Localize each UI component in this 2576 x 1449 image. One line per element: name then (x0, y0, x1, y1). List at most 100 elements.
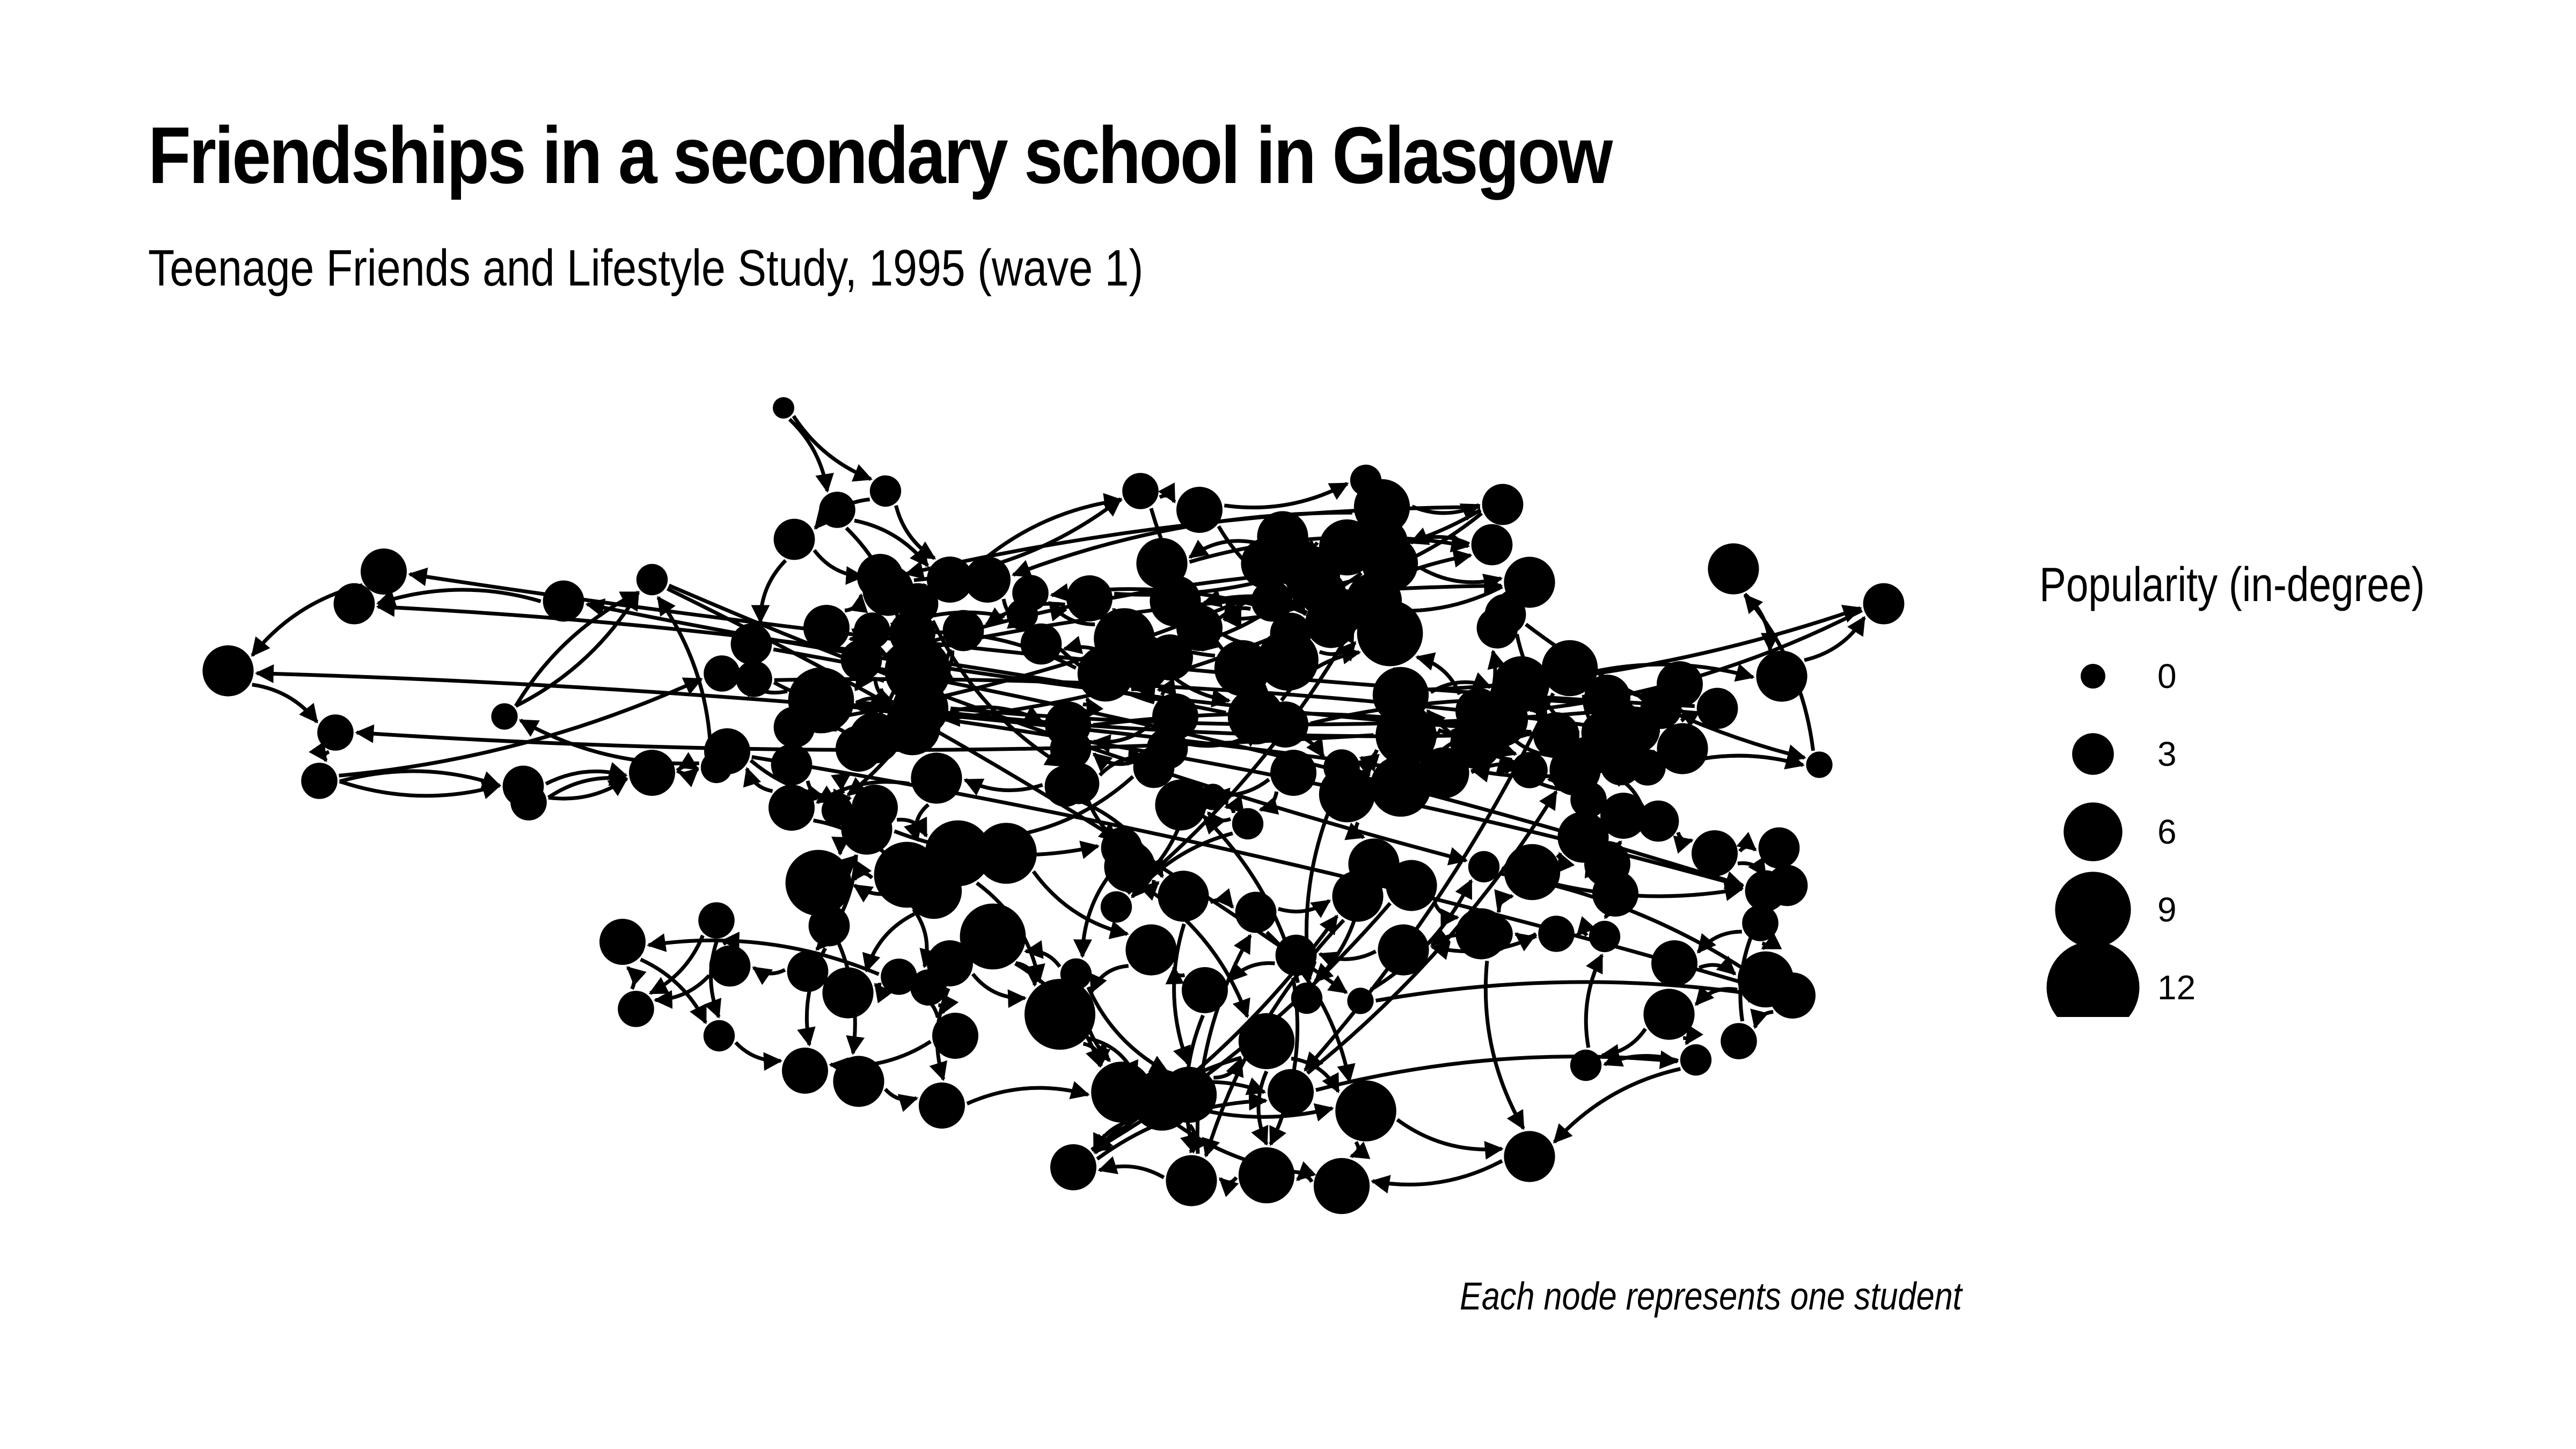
student-node (1504, 1131, 1555, 1182)
friendship-edge (853, 860, 874, 881)
friendship-edge (1682, 1024, 1704, 1045)
student-node (698, 902, 735, 939)
legend-label: 12 (2157, 968, 2196, 1007)
student-node (771, 744, 813, 786)
student-node (1386, 860, 1437, 911)
student-node (769, 785, 815, 831)
friendship-edge (1553, 1067, 1681, 1144)
chart-title: Friendships in a secondary school in Gla… (148, 110, 1613, 200)
friendship-edge (1409, 528, 1470, 546)
student-node (1050, 1144, 1096, 1190)
student-node (1275, 934, 1317, 976)
friendship-edge (1750, 1008, 1774, 1029)
student-node (1504, 557, 1555, 608)
friendship-edge (309, 741, 330, 763)
student-node (1680, 1044, 1712, 1076)
student-node (942, 610, 984, 652)
friendship-edge (1319, 641, 1357, 662)
friendship-edge (704, 940, 722, 1019)
friendship-edge (1082, 697, 1104, 718)
friendship-edge (1218, 1176, 1239, 1197)
student-node (841, 803, 892, 855)
student-node (1600, 744, 1642, 786)
student-node (897, 583, 939, 625)
friendship-edge (676, 752, 699, 772)
student-node (1471, 524, 1513, 566)
student-node (773, 518, 815, 560)
student-node (543, 580, 584, 622)
friendship-edge (518, 719, 699, 766)
student-node (1468, 851, 1500, 883)
friendship-edge (743, 766, 773, 793)
student-node (1476, 916, 1513, 952)
student-node (1657, 723, 1708, 774)
student-node (1758, 827, 1800, 869)
friendship-edge (1349, 1140, 1371, 1159)
friendship-edge (1206, 811, 1232, 832)
student-node (1348, 838, 1400, 890)
student-node (1094, 608, 1155, 669)
friendship-edge (1359, 749, 1380, 772)
student-node (629, 750, 675, 796)
student-node (787, 950, 829, 992)
student-node (785, 850, 852, 916)
friendship-edge (904, 803, 930, 842)
student-node (1696, 687, 1738, 729)
student-node (1100, 891, 1132, 923)
friendship-edge (648, 934, 705, 995)
student-node (1482, 484, 1524, 525)
student-node (1268, 1069, 1314, 1115)
student-node (1305, 597, 1357, 648)
friendship-edge (734, 1041, 783, 1071)
student-node (1122, 473, 1159, 509)
friendship-edge (844, 593, 868, 613)
friendship-edge (1306, 790, 1558, 1075)
student-node (1538, 916, 1575, 952)
student-node (730, 623, 772, 665)
friendship-edge (1251, 1070, 1269, 1146)
student-node (976, 823, 1037, 884)
friendship-edge (656, 596, 713, 751)
legend-label: 0 (2157, 657, 2177, 696)
legend-label: 9 (2157, 890, 2177, 929)
friendship-edge (1418, 566, 1503, 592)
friendship-edge (1158, 482, 1176, 504)
legend-swatch (2046, 941, 2140, 1017)
student-node (964, 557, 1011, 603)
student-node (1050, 728, 1092, 770)
friendship-edge (653, 974, 711, 1009)
legend-title: Popularity (in-degree) (2039, 558, 2425, 612)
friendship-edge (1188, 539, 1256, 559)
student-node (317, 714, 354, 751)
student-node (932, 1013, 978, 1059)
network-nodes (202, 397, 1905, 1214)
student-node (1504, 844, 1561, 901)
student-node (1058, 763, 1100, 804)
student-node (491, 703, 518, 730)
friendship-edge (1375, 980, 1768, 1003)
friendship-edge (815, 581, 1284, 727)
legend-swatch (2081, 664, 2105, 689)
student-node (1136, 538, 1188, 589)
friendship-edge (1804, 616, 1866, 662)
student-node (773, 397, 794, 419)
friendship-edge (1287, 595, 1308, 616)
student-node (1214, 640, 1271, 697)
friendship-edge (1048, 601, 1095, 626)
legend-swatches: 0 3 6 9 12 (2046, 657, 2196, 1017)
student-node (1238, 1147, 1295, 1204)
student-node (618, 991, 654, 1027)
student-node (1319, 519, 1375, 576)
student-node (1257, 511, 1308, 562)
friendship-edge (1086, 986, 1169, 1074)
student-node (1769, 972, 1816, 1019)
friendship-edge (862, 912, 916, 973)
student-node (704, 655, 740, 692)
student-node (857, 554, 903, 600)
student-node (1362, 519, 1408, 565)
friendship-edge (1228, 961, 1275, 983)
student-node (709, 945, 751, 987)
student-node (333, 583, 375, 625)
friendship-edge (1694, 985, 1738, 1006)
